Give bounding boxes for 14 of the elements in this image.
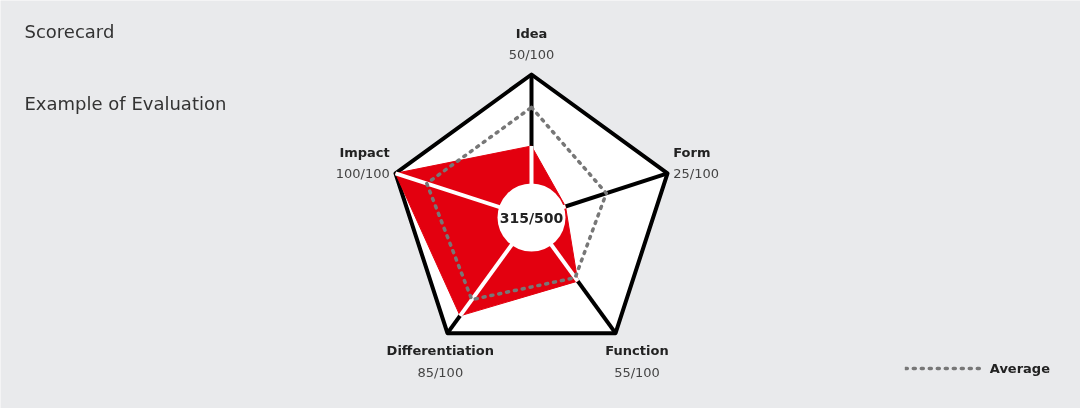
text: 315/500	[499, 209, 564, 226]
text: 100/100	[335, 166, 390, 182]
spoke-label: Differentiation	[386, 343, 494, 359]
spoke-label: Impact	[339, 144, 390, 160]
text: 25/100	[673, 166, 719, 182]
text: 55/100	[614, 364, 660, 380]
spoke-label: Form	[673, 144, 711, 160]
text: 85/100	[417, 364, 464, 380]
text: Average	[989, 360, 1050, 376]
spoke-label: Function	[605, 343, 669, 359]
text: 50/100	[508, 47, 555, 63]
spoke-label: Idea	[515, 25, 548, 41]
text: Example of Evaluation	[24, 92, 227, 114]
text: Scorecard	[24, 20, 115, 42]
